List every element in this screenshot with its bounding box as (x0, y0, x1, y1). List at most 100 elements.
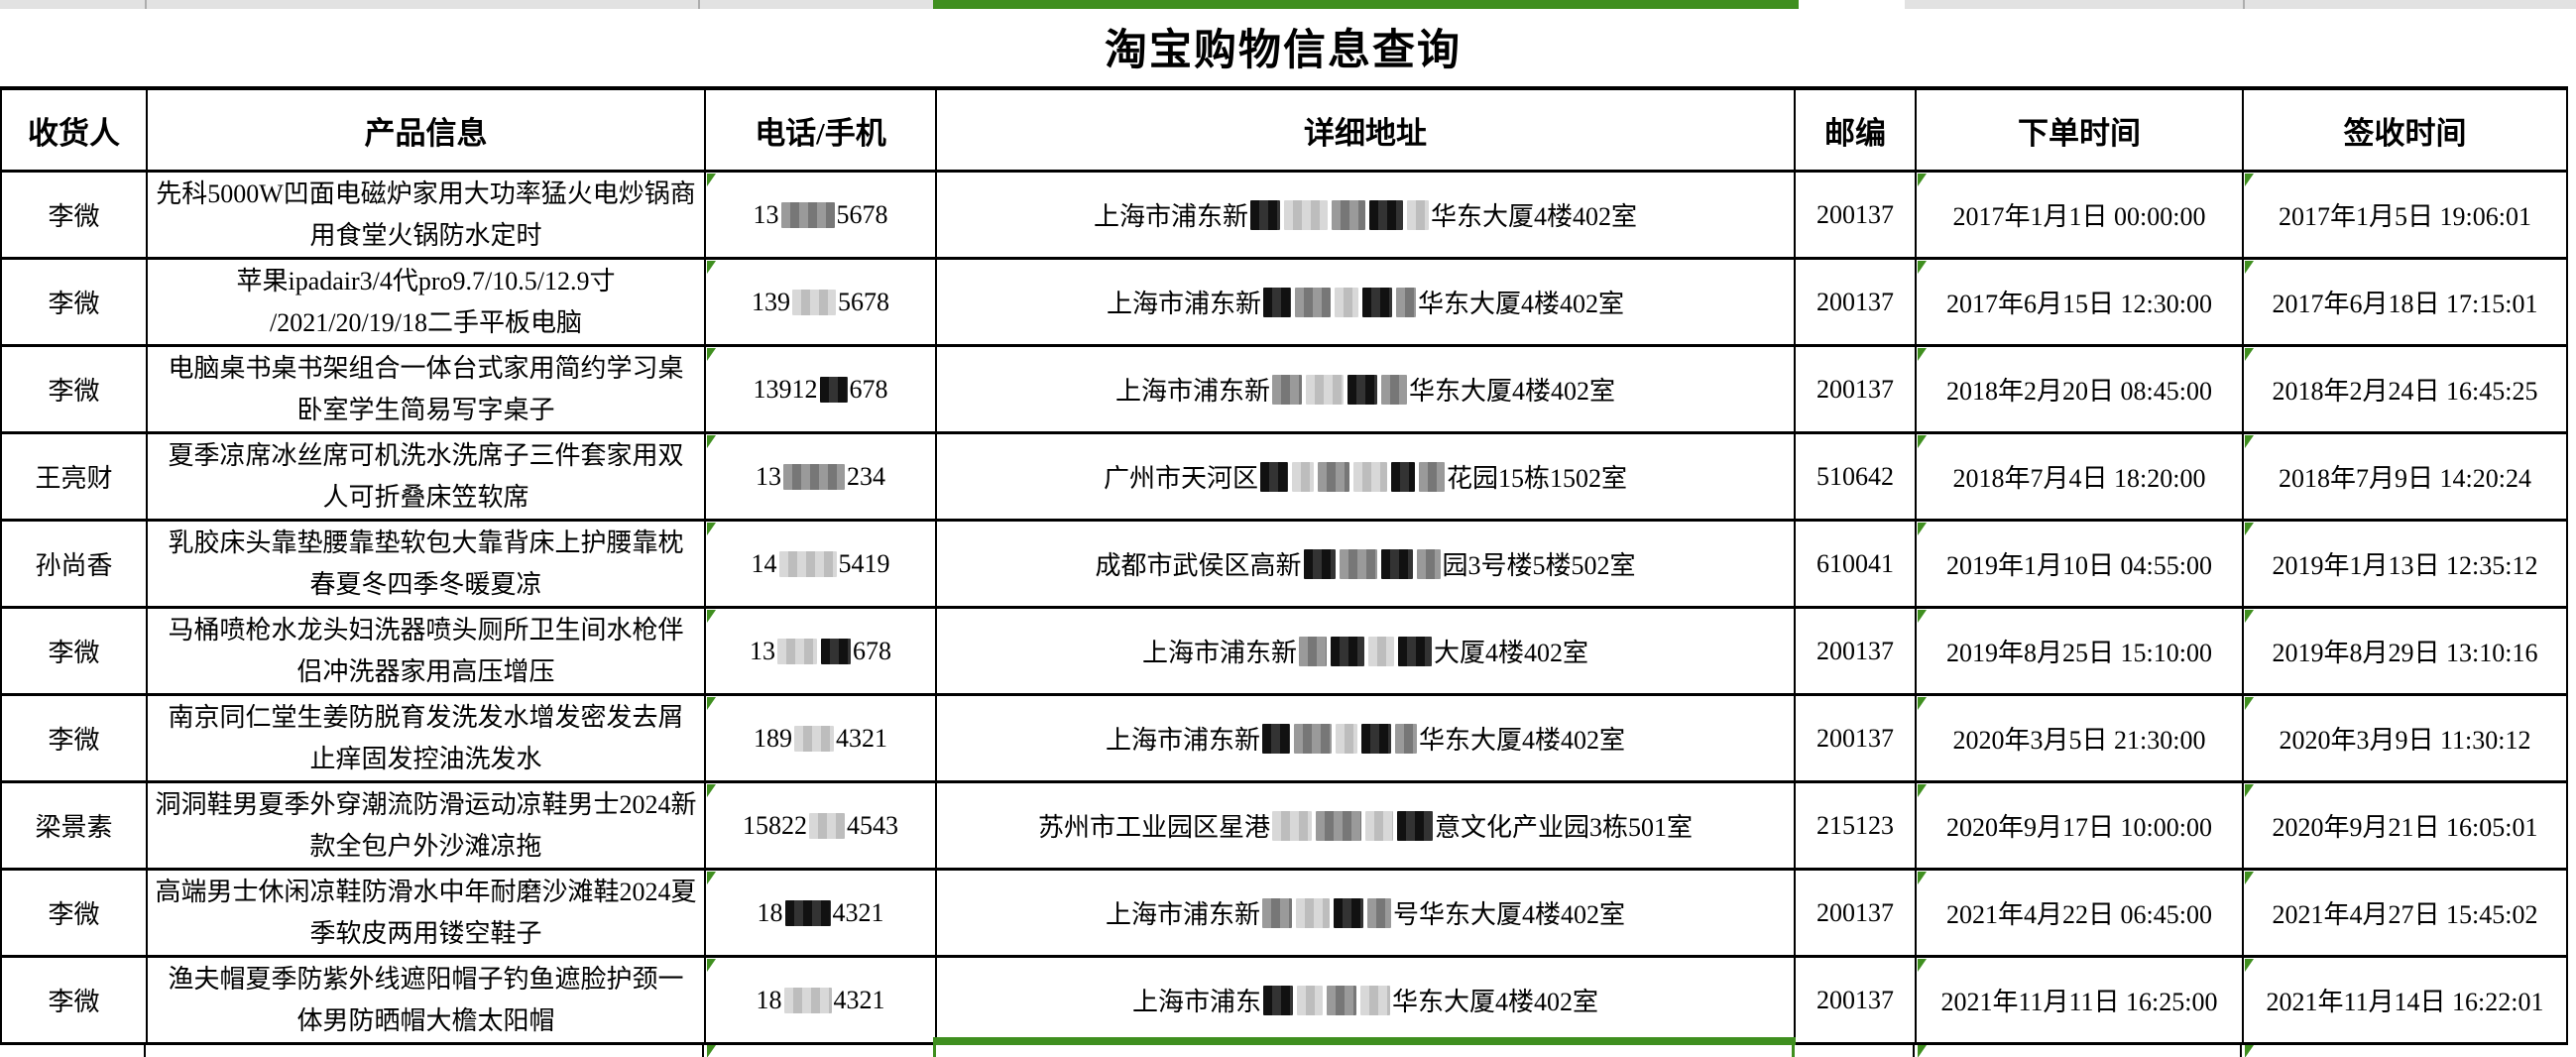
cell-phone[interactable]: 18 4321 (704, 868, 937, 958)
cell-zip[interactable]: 200137 (1794, 344, 1917, 434)
column-header-order_time[interactable]: 下单时间 (1915, 86, 2244, 173)
cell-product[interactable]: 乳胶床头靠垫腰靠垫软包大靠背床上护腰靠枕 春夏冬四季冬暖夏凉 (146, 519, 706, 609)
cell-address[interactable]: 上海市浦东新 华东大厦4楼402室 (935, 693, 1796, 783)
cell-phone[interactable]: 18 4321 (704, 955, 937, 1045)
redaction-block (1407, 199, 1429, 230)
column-header-recipient[interactable]: 收货人 (0, 86, 148, 173)
cell-sign-time[interactable]: 2021年4月27日 15:45:02 (2242, 868, 2568, 958)
cell-product[interactable]: 苹果ipadair3/4代pro9.7/10.5/12.9寸 /2021/20/… (146, 257, 706, 347)
cell-flag-triangle-icon (707, 872, 716, 884)
cell-zip[interactable]: 200137 (1794, 606, 1917, 696)
cell-phone[interactable]: 15822 4543 (704, 780, 937, 871)
column-header-zip[interactable]: 邮编 (1794, 86, 1917, 173)
cell-zip[interactable]: 200137 (1794, 693, 1917, 783)
column-header-phone[interactable]: 电话/手机 (704, 86, 937, 173)
cell-address[interactable]: 上海市浦东 华东大厦4楼402室 (935, 955, 1796, 1045)
cell-order-time[interactable]: 2018年7月4日 18:20:00 (1915, 431, 2244, 522)
redaction-block (784, 899, 831, 926)
cell-phone[interactable]: 139 5678 (704, 257, 937, 347)
cell-address[interactable]: 广州市天河区 花园15栋1502室 (935, 431, 1796, 522)
cell-recipient[interactable]: 李微 (0, 257, 148, 347)
cell-zip[interactable]: 200137 (1794, 955, 1917, 1045)
cell-sign-time[interactable]: 2020年3月9日 11:30:12 (2242, 693, 2568, 783)
cell-address[interactable]: 上海市浦东新 华东大厦4楼402室 (935, 344, 1796, 434)
cell-recipient[interactable]: 王亮财 (0, 431, 148, 522)
cell-sign-time[interactable]: 2021年11月14日 16:22:01 (2242, 955, 2568, 1045)
cell-address[interactable]: 成都市武侯区高新 园3号楼5楼502室 (935, 519, 1796, 609)
cell-sign-time[interactable]: 2019年8月29日 13:10:16 (2242, 606, 2568, 696)
cell-product[interactable]: 洞洞鞋男夏季外穿潮流防滑运动凉鞋男士2024新 款全包户外沙滩凉拖 (146, 780, 706, 871)
cell-recipient[interactable]: 李微 (0, 170, 148, 260)
address-prefix: 上海市浦东新 (1093, 202, 1248, 231)
phone-visible-digits: 18 (757, 897, 783, 927)
cell-product[interactable]: 马桶喷枪水龙头妇洗器喷头厕所卫生间水枪伴 侣冲洗器家用高压增压 (146, 606, 706, 696)
cell-order-time[interactable]: 2021年4月22日 06:45:00 (1915, 868, 2244, 958)
sign-time-text: 2020年3月9日 11:30:12 (2279, 726, 2531, 755)
column-header-product[interactable]: 产品信息 (146, 86, 706, 173)
cell-sign-time[interactable]: 2017年6月18日 17:15:01 (2242, 257, 2568, 347)
cell-sign-time[interactable]: 2018年7月9日 14:20:24 (2242, 431, 2568, 522)
cell-recipient[interactable]: 李微 (0, 868, 148, 958)
table-row: 李微 马桶喷枪水龙头妇洗器喷头厕所卫生间水枪伴 侣冲洗器家用高压增压 13 678 上海… (0, 606, 2568, 696)
cell-recipient[interactable]: 孙尚香 (0, 519, 148, 609)
cell-phone[interactable]: 189 4321 (704, 693, 937, 783)
cell-order-time[interactable]: 2019年8月25日 15:10:00 (1915, 606, 2244, 696)
address-prefix: 广州市天河区 (1103, 464, 1258, 493)
cell-flag-triangle-icon (1918, 348, 1927, 361)
address-prefix: 上海市浦东新 (1105, 726, 1260, 755)
cell-sign-time[interactable]: 2019年1月13日 12:35:12 (2242, 519, 2568, 609)
cell-zip[interactable]: 200137 (1794, 170, 1917, 260)
cell-zip[interactable]: 610041 (1794, 519, 1917, 609)
selected-column-top-highlight (933, 0, 1799, 9)
cell-recipient[interactable]: 李微 (0, 344, 148, 434)
cell-address[interactable]: 上海市浦东新 华东大厦4楼402室 (935, 257, 1796, 347)
cell-address[interactable]: 上海市浦东新 大厦4楼402室 (935, 606, 1796, 696)
cell-product[interactable]: 渔夫帽夏季防紫外线遮阳帽子钓鱼遮脸护颈一 体男防晒帽大檐太阳帽 (146, 955, 706, 1045)
order-time-text: 2017年1月1日 00:00:00 (1952, 202, 2206, 231)
cell-order-time[interactable]: 2020年9月17日 10:00:00 (1915, 780, 2244, 871)
cell-address[interactable]: 上海市浦东新 号华东大厦4楼402室 (935, 868, 1796, 958)
cell-flag-triangle-icon (1918, 610, 1927, 623)
cell-order-time[interactable]: 2017年6月15日 12:30:00 (1915, 257, 2244, 347)
cell-product[interactable]: 夏季凉席冰丝席可机洗水洗席子三件套家用双 人可折叠床笠软席 (146, 431, 706, 522)
table-row: 王亮财 夏季凉席冰丝席可机洗水洗席子三件套家用双 人可折叠床笠软席 13 234 广州市… (0, 431, 2568, 522)
redaction-block (1327, 985, 1356, 1015)
cell-recipient[interactable]: 李微 (0, 955, 148, 1045)
cell-order-time[interactable]: 2017年1月1日 00:00:00 (1915, 170, 2244, 260)
cell-recipient[interactable]: 李微 (0, 606, 148, 696)
cell-product[interactable]: 高端男士休闲凉鞋防滑水中年耐磨沙滩鞋2024夏 季软皮两用镂空鞋子 (146, 868, 706, 958)
cell-phone[interactable]: 13912 678 (704, 344, 937, 434)
address-prefix: 上海市浦东新 (1141, 639, 1297, 667)
cell-recipient[interactable]: 梁景素 (0, 780, 148, 871)
cell-product[interactable]: 南京同仁堂生姜防脱育发洗发水增发密发去屑 止痒固发控油洗发水 (146, 693, 706, 783)
cell-address[interactable]: 苏州市工业园区星港 意文化产业园3栋501室 (935, 780, 1796, 871)
cell-sign-time[interactable]: 2018年2月24日 16:45:25 (2242, 344, 2568, 434)
cell-order-time[interactable]: 2021年11月11日 16:25:00 (1915, 955, 2244, 1045)
cell-flag-triangle-icon (1918, 697, 1927, 710)
cell-phone[interactable]: 13 678 (704, 606, 937, 696)
cell-order-time[interactable]: 2019年1月10日 04:55:00 (1915, 519, 2244, 609)
cell-recipient[interactable]: 李微 (0, 693, 148, 783)
cell-zip[interactable]: 510642 (1794, 431, 1917, 522)
redaction-block (1339, 548, 1377, 579)
column-header-address[interactable]: 详细地址 (935, 86, 1796, 173)
cell-sign-time[interactable]: 2017年1月5日 19:06:01 (2242, 170, 2568, 260)
cell-sign-time[interactable]: 2020年9月21日 16:05:01 (2242, 780, 2568, 871)
cell-phone[interactable]: 14 5419 (704, 519, 937, 609)
column-header-sign_time[interactable]: 签收时间 (2242, 86, 2568, 173)
cell-order-time[interactable]: 2020年3月5日 21:30:00 (1915, 693, 2244, 783)
cell-zip[interactable]: 200137 (1794, 257, 1917, 347)
cell-zip[interactable]: 200137 (1794, 868, 1917, 958)
redaction-block (1353, 461, 1387, 492)
strip-white-segment (1796, 0, 1905, 9)
cell-order-time[interactable]: 2018年2月20日 08:45:00 (1915, 344, 2244, 434)
partial-row-gridline (702, 1043, 704, 1057)
cell-address[interactable]: 上海市浦东新 华东大厦4楼402室 (935, 170, 1796, 260)
cell-phone[interactable]: 13 234 (704, 431, 937, 522)
cell-phone[interactable]: 13 5678 (704, 170, 937, 260)
cell-product[interactable]: 先科5000W凹面电磁炉家用大功率猛火电炒锅商 用食堂火锅防水定时 (146, 170, 706, 260)
phone-visible-digits: 13912 (753, 374, 818, 404)
cell-zip[interactable]: 215123 (1794, 780, 1917, 871)
cell-product[interactable]: 电脑桌书桌书架组合一体台式家用简约学习桌 卧室学生简易写字桌子 (146, 344, 706, 434)
address-prefix: 成都市武侯区高新 (1095, 551, 1302, 580)
